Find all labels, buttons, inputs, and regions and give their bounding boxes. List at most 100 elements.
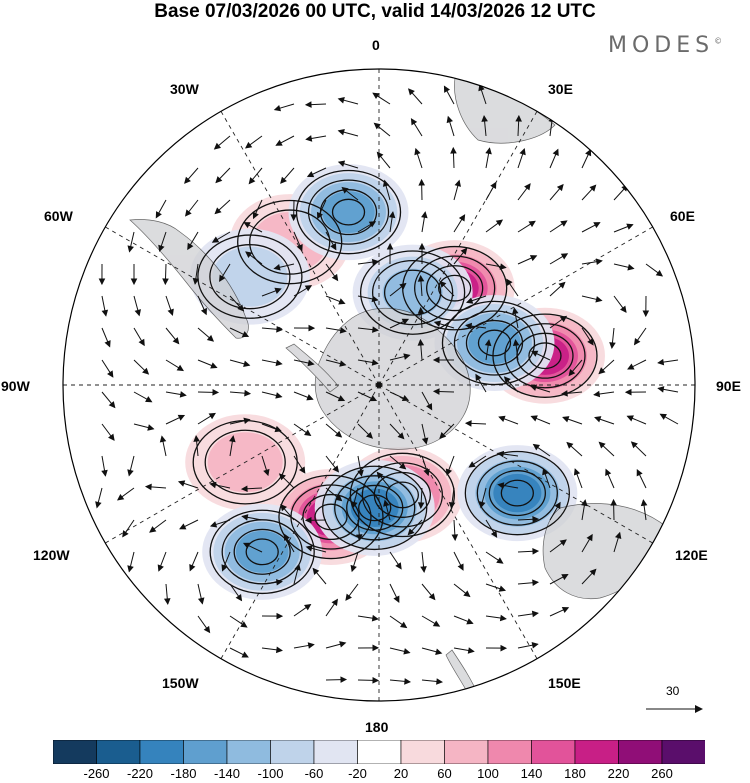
- wind-vector-head: [528, 220, 536, 228]
- wind-vector-head: [98, 278, 106, 286]
- wind-vector-head: [280, 176, 287, 184]
- contour-ring: [464, 450, 570, 536]
- contour-ring: [488, 470, 546, 517]
- contour-ring: [278, 474, 384, 560]
- wind-vector-head: [484, 339, 492, 347]
- wind-vector-head: [529, 255, 538, 262]
- wind-vector-head: [144, 483, 152, 491]
- contour-ring: [192, 419, 298, 505]
- colorbar-tick-label: -180: [170, 766, 197, 781]
- wind-vector-head: [460, 247, 468, 255]
- wind-vector-head: [305, 135, 313, 142]
- wind-vector-head: [495, 219, 504, 227]
- contour-ring: [438, 274, 472, 302]
- wind-vector-head: [497, 482, 505, 489]
- wind-vector-head: [475, 373, 482, 382]
- wind-vector-head: [503, 376, 511, 384]
- wind-vector-head: [108, 433, 115, 441]
- colorbar-tick-label: 20: [393, 766, 409, 781]
- wind-vector-head: [630, 441, 638, 449]
- wind-vector-head: [589, 568, 597, 576]
- colorbar: [53, 740, 705, 764]
- anomaly-low-south-pacific: [202, 503, 323, 600]
- wind-vector-head: [598, 441, 606, 449]
- contour-ring: [307, 179, 390, 245]
- wind-vector-head: [376, 151, 384, 159]
- wind-vector-head: [532, 547, 540, 555]
- wind-vector-head: [636, 468, 643, 477]
- colorbar-cell: [53, 740, 97, 764]
- wind-vector-head: [365, 431, 374, 439]
- wind-vector-head: [147, 424, 155, 431]
- label-30w: 30W: [170, 81, 199, 97]
- wind-vector-head: [167, 308, 174, 316]
- colorbar-cell: [574, 740, 619, 764]
- colorbar-cell: [444, 740, 489, 764]
- wind-vector-head: [177, 480, 186, 487]
- wind-vector-head: [306, 394, 314, 401]
- wind-vector-head: [627, 264, 635, 271]
- wind-vector-head: [388, 211, 396, 219]
- south-pole-marker: [376, 382, 382, 388]
- wind-vector-head: [134, 309, 141, 317]
- wind-vector-head: [414, 147, 421, 156]
- colorbar-tick-label: 60: [437, 766, 452, 781]
- label-120e: 120E: [675, 547, 708, 563]
- reference-vector-arrow: [646, 705, 703, 713]
- wind-vector-head: [610, 498, 617, 506]
- wind-vector-head: [337, 395, 346, 402]
- wind-vector-head: [184, 176, 191, 184]
- wind-vector-head: [276, 325, 284, 333]
- wind-vector-head: [108, 401, 116, 409]
- wind-vector-head: [439, 432, 447, 440]
- wind-vector-head: [206, 334, 215, 342]
- wind-vector-head: [556, 183, 564, 192]
- wind-vector-head: [609, 342, 616, 350]
- wind-vector-head: [499, 614, 507, 622]
- wind-vector-head: [532, 515, 540, 523]
- wind-vector-head: [208, 412, 216, 420]
- wind-vector-head: [127, 565, 134, 573]
- wind-vector-head: [420, 566, 427, 573]
- wind-vector-head: [127, 245, 134, 253]
- wind-vector-head: [435, 648, 443, 655]
- wind-vector-head: [101, 469, 108, 477]
- label-30e: 30E: [548, 81, 573, 97]
- wind-vector-head: [464, 420, 472, 427]
- wind-vector-head: [465, 297, 474, 304]
- label-0: 0: [372, 37, 380, 53]
- label-90w: 90W: [1, 378, 30, 394]
- wind-vector-head: [524, 183, 531, 191]
- wind-vector-head: [337, 97, 345, 104]
- wind-vector-head: [401, 395, 410, 402]
- colorbar-tick-label: 180: [564, 766, 586, 781]
- wind-vector-head: [142, 367, 150, 375]
- wind-vector-head: [531, 610, 539, 618]
- wind-vector-head: [498, 585, 507, 592]
- wind-vector-head: [210, 362, 218, 369]
- contour-ring: [414, 255, 496, 321]
- wind-vector-head: [532, 443, 541, 451]
- wind-vector-head: [586, 533, 593, 542]
- wind-vector-head: [179, 523, 187, 530]
- label-150w: 150W: [162, 675, 199, 691]
- antarctic-peninsula-landmass: [285, 343, 339, 393]
- wind-vector-head: [573, 468, 581, 476]
- wind-vector-head: [373, 122, 381, 130]
- contour-ring: [383, 269, 442, 316]
- wind-vector-head: [335, 494, 343, 502]
- colorbar-tick-label: -100: [257, 766, 284, 781]
- wind-vector-head: [117, 493, 125, 501]
- colorbar-cell: [96, 740, 141, 764]
- label-120w: 120W: [33, 547, 70, 563]
- wind-vector-head: [330, 243, 337, 251]
- wind-vector-head: [252, 211, 259, 220]
- wind-vector-head: [197, 597, 205, 605]
- wind-vector-head: [176, 364, 184, 372]
- wind-vector-head: [200, 307, 207, 316]
- map-border: [62, 68, 696, 702]
- wind-vector-head: [595, 258, 603, 265]
- colorbar-cell: [618, 740, 663, 764]
- colorbar-cell: [139, 740, 184, 764]
